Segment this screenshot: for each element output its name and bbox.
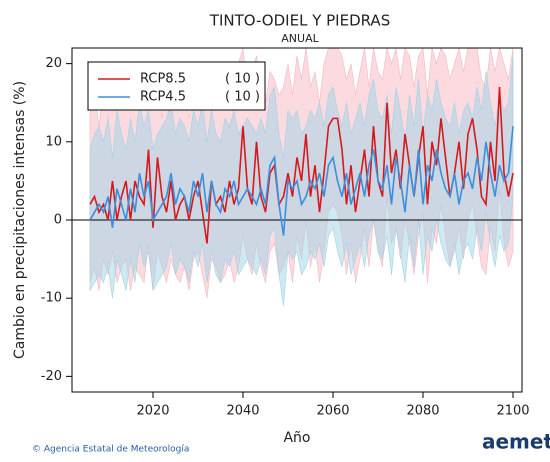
chart-subtitle: ANUAL [281,32,319,45]
legend-count: ( 10 ) [225,90,260,105]
x-tick-label: 2080 [406,404,439,419]
legend-box [87,61,266,111]
chart-title: TINTO-ODIEL Y PIEDRAS [209,12,390,30]
y-tick-label: -20 [41,369,62,384]
y-axis-label: Cambio en precipitaciones intensas (%) [12,81,28,359]
legend-count: ( 10 ) [225,72,260,87]
y-tick-label: 0 [54,213,62,228]
x-tick-label: 2040 [226,404,259,419]
x-axis-label: Año [283,430,310,446]
y-tick-label: 10 [45,134,62,149]
y-tick-label: -10 [41,291,62,306]
y-tick-label: 20 [45,56,62,71]
series-line [89,126,514,236]
legend-label: RCP8.5 [140,72,186,87]
legend-label: RCP4.5 [140,90,186,105]
series-line [89,87,514,244]
x-tick-label: 2060 [316,404,349,419]
x-tick-label: 2020 [136,404,169,419]
x-tick-label: 2100 [496,404,529,419]
credit: © Agencia Estatal de Meteorología [32,445,189,455]
logo: aemet [482,430,550,454]
